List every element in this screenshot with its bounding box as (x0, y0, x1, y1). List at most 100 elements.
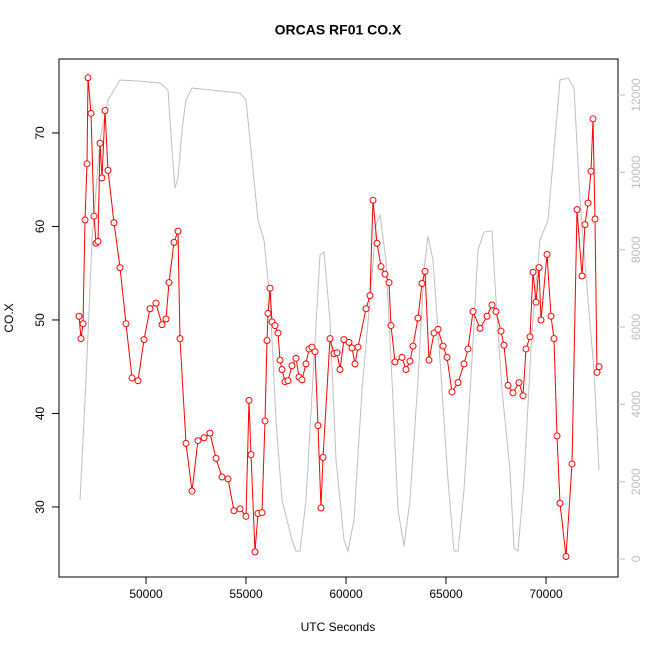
point (336, 366, 344, 374)
x-tick-label: 60000 (329, 587, 363, 601)
point (158, 321, 166, 329)
point (409, 342, 417, 350)
point (247, 451, 255, 459)
point (476, 324, 484, 332)
point (584, 199, 592, 207)
point (274, 329, 282, 337)
point (242, 512, 250, 520)
point (278, 366, 286, 374)
point (276, 356, 284, 364)
point (333, 349, 341, 357)
point (522, 345, 530, 353)
point (218, 473, 226, 481)
point (345, 338, 353, 346)
point (79, 320, 87, 328)
point (460, 360, 468, 368)
point (377, 263, 385, 271)
y-axis-label: CO.X (2, 303, 16, 332)
point (317, 504, 325, 512)
point (526, 333, 534, 341)
y2-tick-label: 10000 (629, 155, 643, 189)
point (464, 345, 472, 353)
y-tick-label: 50 (33, 313, 47, 327)
point (182, 439, 190, 447)
point (381, 270, 389, 278)
point (288, 362, 296, 370)
point (553, 432, 561, 440)
y2-tick-label: 6000 (629, 313, 643, 340)
point (402, 366, 410, 374)
point (206, 429, 214, 437)
point (535, 264, 543, 272)
point (562, 553, 570, 561)
point (194, 437, 202, 445)
point (116, 264, 124, 272)
y-tick-label: 30 (33, 500, 47, 514)
point (509, 389, 517, 397)
point (439, 342, 447, 350)
point (101, 107, 109, 115)
point (90, 212, 98, 220)
point (385, 279, 393, 287)
point (152, 299, 160, 307)
point (454, 379, 462, 387)
point (174, 227, 182, 235)
x-axis-label: UTC Seconds (301, 620, 376, 634)
point (547, 312, 555, 320)
y2-tick-label: 8000 (629, 236, 643, 263)
point (550, 335, 558, 343)
point (591, 215, 599, 223)
point (414, 314, 422, 322)
point (170, 238, 178, 246)
point (497, 327, 505, 335)
point (362, 305, 370, 313)
point (134, 377, 142, 385)
point (351, 360, 359, 368)
point (373, 239, 381, 247)
point (258, 509, 266, 517)
point (556, 499, 564, 507)
point (261, 417, 269, 425)
point (537, 316, 545, 324)
point (165, 279, 173, 287)
point (369, 196, 377, 204)
point (87, 109, 95, 117)
point (421, 267, 429, 275)
point (448, 388, 456, 396)
point (96, 139, 104, 147)
y-tick-label: 60 (33, 219, 47, 233)
chart-title: ORCAS RF01 CO.X (275, 22, 402, 38)
y-tick-label: 40 (33, 406, 47, 420)
x-tick-label: 55000 (229, 587, 263, 601)
point (443, 353, 451, 361)
point (529, 268, 537, 276)
point (354, 343, 362, 351)
point (284, 377, 292, 385)
point (98, 174, 106, 182)
point (483, 312, 491, 320)
point (391, 358, 399, 366)
x-tick-label: 65000 (429, 587, 463, 601)
point (263, 337, 271, 345)
point (224, 475, 232, 483)
point (418, 279, 426, 287)
point (245, 396, 253, 404)
point (110, 219, 118, 227)
point (230, 507, 238, 515)
point (543, 251, 551, 259)
point (104, 166, 112, 174)
plot-frame (58, 58, 619, 578)
y2-tick-label: 4000 (629, 391, 643, 418)
point (236, 505, 244, 513)
point (581, 221, 589, 229)
point (122, 320, 130, 328)
point (75, 312, 83, 320)
point (84, 74, 92, 82)
point (488, 301, 496, 309)
point (292, 354, 300, 362)
point (264, 309, 272, 317)
point (326, 335, 334, 343)
point (83, 160, 91, 168)
x-tick-label: 70000 (529, 587, 563, 601)
